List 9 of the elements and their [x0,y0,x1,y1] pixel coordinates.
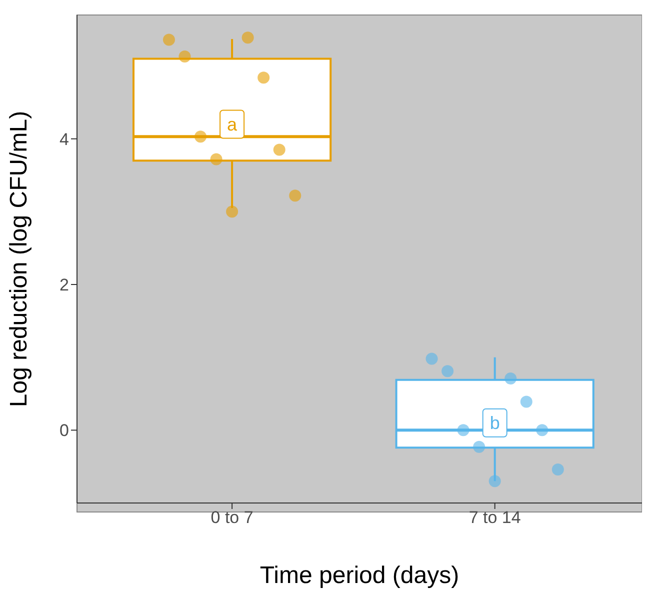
y-axis-title: Log reduction (log CFU/mL) [6,110,33,408]
x-tick-label: 0 to 7 [210,508,254,528]
x-axis-title: Time period (days) [260,562,460,589]
annotation: a [227,114,238,134]
x-tick-label: 7 to 14 [468,508,521,528]
y-tick-label: 2 [60,276,69,295]
y-tick-label: 0 [60,421,69,440]
y-tick-label: 4 [60,130,69,149]
annotation: b [490,412,500,433]
